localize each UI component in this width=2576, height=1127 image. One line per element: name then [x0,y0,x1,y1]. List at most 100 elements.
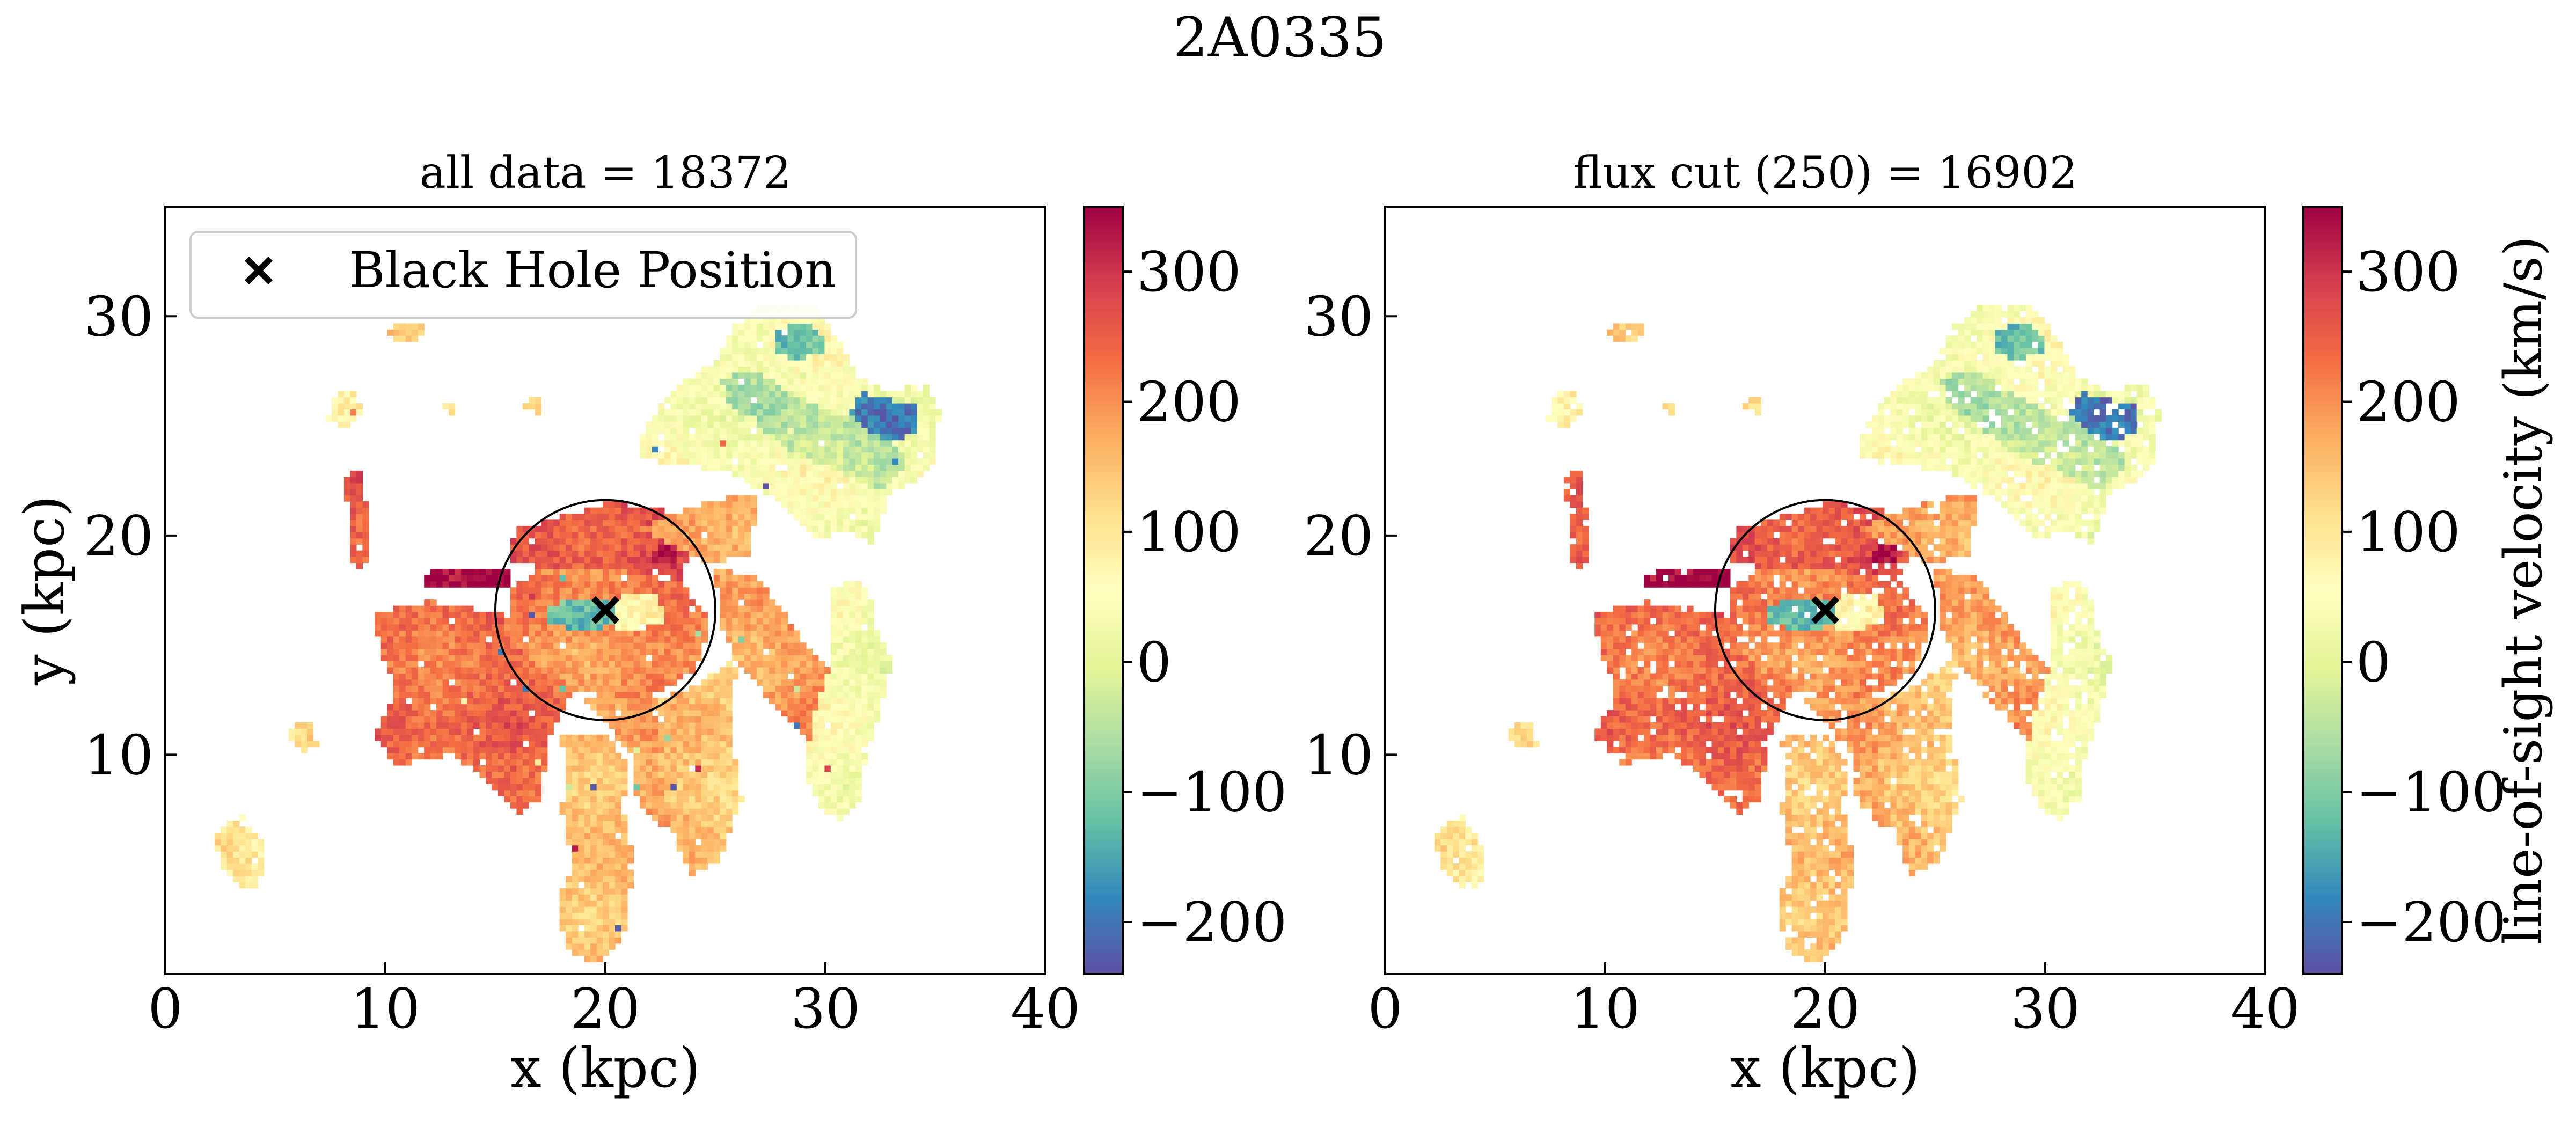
velocity-pixel [867,704,874,711]
velocity-pixel [652,446,658,453]
velocity-pixel [720,360,727,367]
velocity-pixel [695,826,702,833]
velocity-pixel [486,777,493,784]
velocity-pixel [436,710,443,717]
velocity-pixel [541,722,548,729]
velocity-pixel [738,532,745,539]
velocity-pixel [837,796,844,803]
velocity-pixel [837,636,844,643]
velocity-pixel [707,784,714,791]
velocity-pixel [843,618,850,625]
velocity-pixel [615,925,622,932]
velocity-pixel [904,452,911,459]
velocity-pixel [763,341,770,348]
velocity-pixel [874,710,881,717]
velocity-pixel [486,648,493,655]
velocity-pixel [818,784,825,791]
velocity-pixel [1576,482,1583,489]
velocity-pixel [522,655,529,662]
velocity-pixel [837,519,844,526]
velocity-pixel [683,648,690,655]
velocity-pixel [566,747,573,753]
velocity-pixel [800,477,807,484]
velocity-pixel [1693,575,1700,582]
velocity-pixel [603,532,610,539]
velocity-pixel [418,612,425,618]
velocity-pixel [522,765,529,772]
velocity-pixel [492,667,499,674]
velocity-pixel [615,514,622,520]
velocity-pixel [849,366,856,373]
velocity-pixel [658,421,665,428]
velocity-pixel [738,335,745,342]
velocity-pixel [566,912,573,919]
velocity-pixel [1706,673,1713,680]
velocity-pixel [1637,630,1644,637]
velocity-pixel [572,789,579,796]
velocity-pixel [843,599,850,606]
velocity-pixel [707,722,714,729]
velocity-pixel [455,710,462,717]
velocity-pixel [683,544,690,551]
velocity-pixel [522,630,529,637]
velocity-pixel [251,851,258,858]
velocity-pixel [405,691,412,698]
velocity-pixel [806,771,813,778]
velocity-pixel [1613,630,1620,637]
velocity-pixel [843,378,850,385]
velocity-pixel [1650,685,1657,692]
velocity-pixel [1681,722,1688,729]
velocity-pixel [553,716,560,723]
velocity-pixel [738,415,745,422]
velocity-pixel [522,557,529,564]
velocity-pixel [670,458,677,465]
velocity-pixel [473,612,480,618]
velocity-pixel [824,495,831,502]
velocity-pixel [627,747,634,753]
velocity-pixel [750,378,757,385]
velocity-pixel [1600,734,1607,741]
velocity-pixel [658,741,665,748]
velocity-pixel [775,354,782,361]
velocity-pixel [904,477,911,484]
velocity-pixel [676,698,683,705]
velocity-pixel [553,557,560,564]
velocity-pixel [664,777,671,784]
velocity-pixel [461,624,468,631]
velocity-pixel [720,704,727,711]
velocity-pixel [818,489,825,496]
velocity-pixel [1477,857,1484,864]
velocity-pixel [436,661,443,668]
velocity-pixel [1459,863,1466,870]
velocity-pixel [1625,698,1632,705]
velocity-pixel [497,789,504,796]
velocity-pixel [1453,851,1460,858]
velocity-pixel [849,728,856,735]
velocity-pixel [504,636,511,643]
velocity-pixel [1607,618,1614,625]
velocity-pixel [701,716,708,723]
velocity-pixel [387,722,394,729]
velocity-pixel [566,894,573,901]
velocity-pixel [652,427,658,434]
velocity-pixel [535,728,541,735]
velocity-pixel [301,741,308,748]
velocity-pixel [380,728,387,735]
velocity-pixel [584,612,591,618]
velocity-pixel [399,728,406,735]
velocity-pixel [683,777,690,784]
velocity-pixel [461,722,468,729]
velocity-pixel [849,391,856,398]
velocity-pixel [547,722,554,729]
velocity-pixel [701,796,708,803]
velocity-pixel [800,685,807,692]
velocity-pixel [621,532,628,539]
velocity-pixel [497,759,504,766]
velocity-pixel [393,612,400,618]
velocity-pixel [559,630,566,637]
velocity-pixel [794,397,801,404]
velocity-pixel [424,667,431,674]
velocity-pixel [1656,661,1663,668]
velocity-pixel [510,538,517,545]
velocity-pixel [757,655,764,662]
